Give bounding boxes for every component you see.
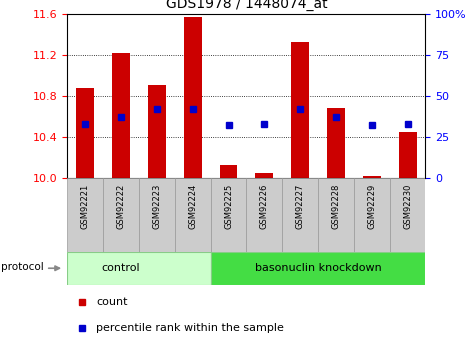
Bar <box>103 178 139 252</box>
Bar <box>211 252 425 285</box>
Bar <box>354 178 390 252</box>
Text: percentile rank within the sample: percentile rank within the sample <box>96 323 284 333</box>
Bar <box>184 17 202 178</box>
Bar <box>211 178 246 252</box>
Bar <box>282 178 318 252</box>
Text: GSM92229: GSM92229 <box>367 184 376 229</box>
Bar <box>219 165 238 178</box>
Bar <box>363 176 381 178</box>
Text: GSM92226: GSM92226 <box>260 184 269 229</box>
Text: GSM92221: GSM92221 <box>81 184 90 229</box>
Bar <box>255 172 273 178</box>
Bar <box>112 53 130 178</box>
Text: GSM92224: GSM92224 <box>188 184 197 229</box>
Bar <box>246 178 282 252</box>
Bar <box>148 86 166 178</box>
Bar <box>291 42 309 178</box>
Bar <box>76 88 94 178</box>
Text: control: control <box>102 263 140 273</box>
Bar <box>139 178 175 252</box>
Text: GSM92230: GSM92230 <box>403 184 412 229</box>
Text: GSM92227: GSM92227 <box>296 184 305 229</box>
Bar <box>318 178 354 252</box>
Text: GSM92225: GSM92225 <box>224 184 233 229</box>
Text: GSM92222: GSM92222 <box>117 184 126 229</box>
Text: protocol: protocol <box>1 262 44 272</box>
Text: count: count <box>96 297 127 306</box>
Text: basonuclin knockdown: basonuclin knockdown <box>255 263 381 273</box>
Bar <box>399 131 417 178</box>
Text: GSM92228: GSM92228 <box>332 184 340 229</box>
Bar <box>327 108 345 178</box>
Bar <box>390 178 425 252</box>
Bar <box>67 252 211 285</box>
Title: GDS1978 / 1448074_at: GDS1978 / 1448074_at <box>166 0 327 11</box>
Bar <box>67 178 103 252</box>
Text: GSM92223: GSM92223 <box>153 184 161 229</box>
Bar <box>175 178 211 252</box>
